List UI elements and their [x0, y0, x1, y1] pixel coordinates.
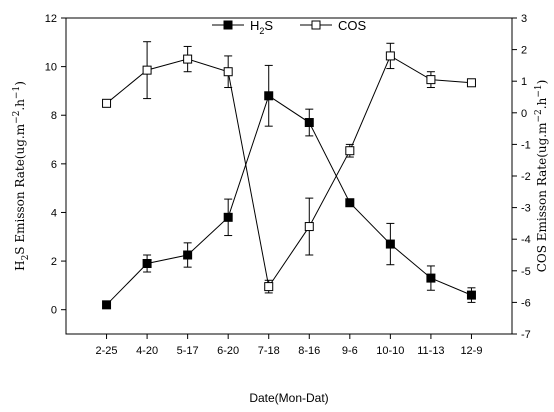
y-right-tick-label: 0: [521, 108, 527, 120]
point-h2s: [466, 290, 476, 300]
legend-h2s-marker: [223, 20, 233, 30]
point-cos: [223, 67, 233, 77]
y-right-tick-label: 3: [521, 13, 527, 25]
y-axis-right-title: COS Emisson Rate(ug.m−2.h−1): [534, 80, 549, 273]
y-axis-left-title: H2S Emisson Rate(ug.m−2.h−1): [12, 81, 31, 271]
y-right-tick-label: -4: [521, 234, 531, 246]
x-tick-label: 4-20: [136, 345, 158, 357]
y-left-tick-label: 8: [51, 110, 57, 122]
plot-frame: [65, 17, 513, 335]
y-left-title-end: ): [13, 81, 27, 86]
y-left-title-rest: S Emisson Rate(ug.m: [13, 123, 27, 254]
y-right-tick-label: -3: [521, 203, 531, 215]
point-cos: [304, 222, 314, 232]
series-h2s-line: [106, 95, 472, 306]
point-h2s: [142, 259, 152, 269]
point-h2s: [345, 198, 355, 208]
y-left-title-sub: 2: [21, 255, 31, 261]
x-tick-label: 9-6: [342, 345, 358, 357]
y-right-tick-label: -2: [521, 171, 531, 183]
x-tick-label: 2-25: [96, 345, 118, 357]
legend-cos-label: COS: [338, 18, 367, 33]
y-right-title-exp1: −2: [534, 109, 544, 122]
point-h2s: [223, 212, 233, 222]
point-h2s: [385, 239, 395, 249]
x-tick-label: 12-9: [460, 345, 482, 357]
y-right-tick-label: -1: [521, 139, 531, 151]
y-left-title-h: H: [13, 260, 27, 270]
point-h2s: [183, 250, 193, 260]
y-right-tick-label: -6: [521, 297, 531, 309]
x-tick-label: 6-20: [217, 345, 239, 357]
x-tick-label: 10-10: [376, 345, 404, 357]
point-h2s: [304, 118, 314, 128]
legend-h2s-label-sub: 2: [259, 26, 264, 36]
point-cos: [264, 282, 274, 292]
x-tick-label: 11-13: [417, 345, 444, 357]
y-left-tick-label: 4: [51, 207, 57, 219]
legend: H2S COS: [212, 18, 367, 36]
point-cos: [385, 51, 395, 61]
legend-h2s-label: H2S: [250, 18, 273, 36]
y-left-tick-label: 2: [51, 256, 57, 268]
y-left-tick-label: 0: [51, 305, 57, 317]
point-cos: [102, 98, 112, 108]
y-left-tick-label: 12: [45, 13, 57, 25]
point-h2s: [264, 91, 274, 101]
point-h2s: [102, 300, 112, 310]
legend-h2s-label-base: H: [250, 18, 259, 33]
x-tick-label: 7-18: [258, 345, 280, 357]
x-tick-label: 8-16: [298, 345, 320, 357]
point-h2s: [426, 273, 436, 283]
y-left-title-exp1: −2: [12, 111, 22, 124]
point-cos: [345, 146, 355, 156]
x-axis-title: Date(Mon-Dat): [249, 391, 328, 405]
y-left-title-exp2: −1: [12, 86, 22, 99]
point-cos: [466, 78, 476, 88]
axes: [65, 17, 513, 335]
y-right-tick-label: -5: [521, 266, 531, 278]
y-right-title-mid: .h: [535, 97, 549, 109]
y-left-title-mid: .h: [13, 99, 27, 111]
y-right-title-end: ): [535, 80, 549, 85]
y-left-tick-label: 10: [45, 62, 57, 74]
y-right-title-rest: COS Emisson Rate(ug.m: [535, 122, 549, 272]
point-cos: [142, 65, 152, 75]
point-cos: [183, 54, 193, 64]
y-right-tick-label: 1: [521, 76, 527, 88]
legend-cos-marker: [311, 20, 321, 30]
series-cos-line: [106, 55, 472, 288]
y-right-tick-label: -7: [521, 329, 531, 341]
y-right-title-exp2: −1: [534, 84, 544, 97]
series-layer: [102, 41, 476, 310]
y-right-tick-label: 2: [521, 45, 527, 57]
x-tick-label: 5-17: [177, 345, 199, 357]
y-left-tick-label: 6: [51, 159, 57, 171]
legend-h2s-label-rest: S: [264, 18, 273, 33]
point-cos: [426, 75, 436, 85]
